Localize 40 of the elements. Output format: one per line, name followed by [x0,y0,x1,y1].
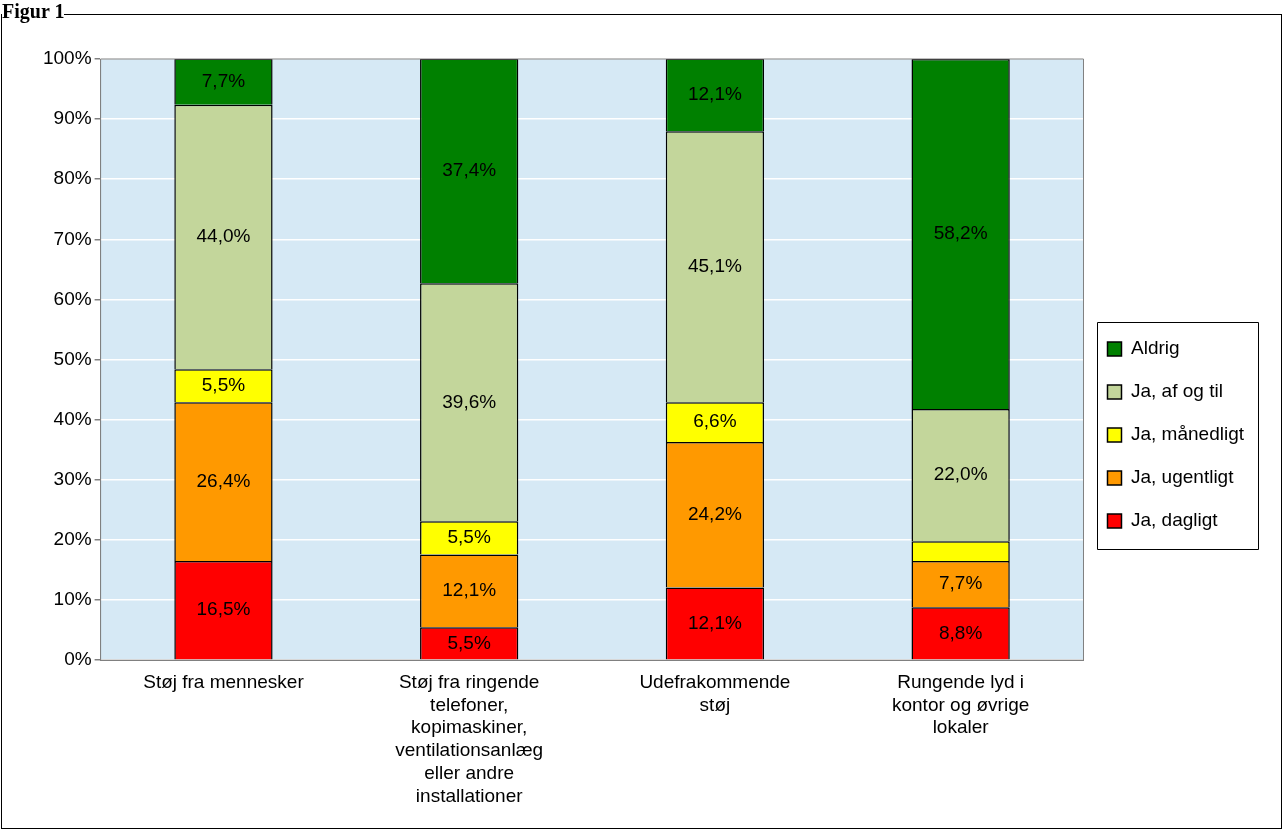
data-label: 37,4% [442,159,497,181]
y-tick-label: 100% [42,47,92,69]
y-tick-label: 90% [53,107,92,129]
y-tick-label: 70% [53,227,92,249]
chart-title: Figur 1 [2,0,65,22]
y-tick-label: 40% [53,407,92,429]
data-label: 39,6% [442,390,497,412]
y-tick-label: 10% [53,588,92,610]
data-label: 16,5% [196,598,251,620]
data-label: 5,5% [447,526,491,548]
y-tick-label: 50% [53,347,92,369]
data-label: 45,1% [687,254,742,276]
x-tick-label: Udefrakommende støj [639,670,791,715]
data-label: 58,2% [933,222,988,244]
y-tick-label: 60% [53,287,92,309]
y-tick-label: 0% [64,648,92,670]
data-label: 7,7% [938,572,983,594]
y-tick-label: 80% [53,167,92,189]
data-label: 12,1% [442,579,497,600]
data-label: 22,0% [933,463,988,485]
legend-label: Aldrig [1130,337,1180,359]
data-label: 12,1% [687,611,742,633]
y-tick-label: 30% [53,468,92,490]
data-label: 12,1% [687,83,742,105]
data-label: 8,8% [938,621,983,643]
data-label: 5,5% [447,631,491,653]
data-label: 6,6% [693,410,737,432]
legend-label: Ja, ugentligt [1130,466,1235,488]
x-tick-label: Støj fra ringende telefoner, kopimaskiner, ventilationsanlæg eller andre installationer [395,670,544,806]
data-label: 24,2% [687,502,742,524]
data-label: 7,7% [201,69,246,91]
x-tick-label: Støj fra mennesker [143,670,305,692]
data-label: 5,5% [201,373,246,395]
data-label: 26,4% [196,469,251,491]
legend-label: Ja, dagligt [1130,509,1219,531]
legend-label: Ja, månedligt [1130,423,1245,445]
data-label: 44,0% [196,225,251,247]
legend-label: Ja, af og til [1130,380,1223,402]
y-tick-label: 20% [53,528,92,550]
x-tick-label: Rungende lyd i kontor og øvrige lokaler [891,670,1030,738]
